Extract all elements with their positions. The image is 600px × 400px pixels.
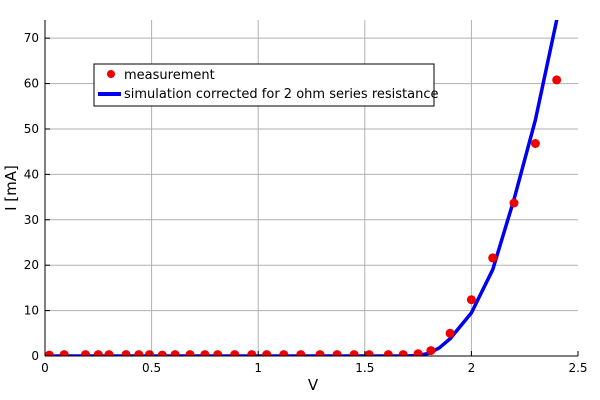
x-tick-labels: 0 0.5 1 1.5 2 2.5	[41, 361, 587, 375]
x-tick-label: 0.5	[142, 361, 161, 375]
data-point-measurement	[104, 350, 114, 356]
data-point-measurement	[488, 253, 498, 263]
legend-box	[93, 63, 435, 107]
data-point-measurement	[59, 350, 69, 356]
data-point-measurement	[247, 350, 257, 356]
y-tick-label: 60	[24, 77, 39, 91]
data-point-measurement	[185, 350, 195, 356]
data-point-measurement	[121, 350, 131, 356]
y-tick-label: 40	[24, 167, 39, 181]
data-point-measurement	[552, 75, 562, 85]
data-point-measurement	[332, 350, 342, 356]
y-tick-label: 50	[24, 122, 39, 136]
data-point-measurement	[81, 350, 90, 356]
data-point-measurement	[170, 350, 180, 356]
data-point-measurement	[296, 350, 306, 356]
data-point-measurement	[134, 350, 144, 356]
series-line-simulation	[45, 20, 559, 356]
axes	[44, 20, 579, 357]
data-point-measurement	[279, 350, 289, 356]
series-line-group	[45, 20, 559, 356]
y-tick-label: 0	[31, 349, 39, 363]
legend-label-simulation: simulation corrected for 2 ohm series re…	[124, 87, 439, 102]
x-tick-label: 0	[41, 361, 49, 375]
data-point-measurement	[398, 350, 408, 356]
x-tick-label: 2	[468, 361, 476, 375]
y-tick-label: 30	[24, 213, 39, 227]
data-point-measurement	[364, 350, 374, 356]
x-tick-label: 2.5	[568, 361, 587, 375]
data-point-measurement	[230, 350, 240, 356]
data-point-measurement	[157, 350, 167, 356]
y-tick-label: 20	[24, 258, 39, 272]
x-axis-label: V	[308, 376, 319, 394]
data-point-measurement	[383, 350, 393, 356]
data-point-measurement	[509, 198, 519, 208]
data-point-measurement	[426, 346, 436, 356]
data-point-measurement	[315, 350, 325, 356]
series-points-group	[45, 75, 562, 356]
legend-label-measurement: measurement	[124, 68, 215, 83]
y-tick-label: 10	[24, 304, 39, 318]
data-point-measurement	[262, 350, 272, 356]
x-tick-label: 1	[254, 361, 262, 375]
data-point-measurement	[45, 350, 54, 356]
legend: measurement simulation corrected for 2 o…	[93, 63, 439, 107]
legend-marker-measurement	[107, 70, 115, 78]
y-axis-label: I [mA]	[2, 165, 20, 211]
data-point-measurement	[445, 328, 455, 338]
data-point-measurement	[93, 350, 103, 356]
data-point-measurement	[530, 139, 540, 148]
y-tick-labels: 0 10 20 30 40 50 60 70	[24, 31, 39, 363]
x-tick-label: 1.5	[355, 361, 374, 375]
data-point-measurement	[349, 350, 359, 356]
data-point-measurement	[213, 350, 223, 356]
data-point-measurement	[466, 295, 476, 305]
data-point-measurement	[145, 350, 154, 356]
data-point-measurement	[200, 350, 210, 356]
y-tick-label: 70	[24, 31, 39, 45]
data-point-measurement	[413, 349, 423, 356]
